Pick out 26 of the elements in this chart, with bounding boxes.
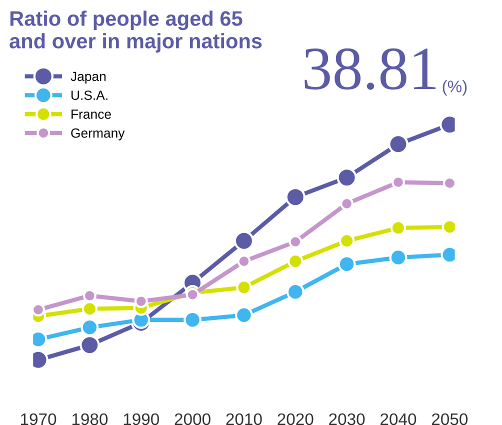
point	[237, 254, 251, 268]
text: 38.81	[304, 48, 436, 90]
x-tick-label: 1970	[21, 413, 56, 425]
point	[392, 176, 405, 189]
point	[186, 288, 200, 302]
legend-label: U.S.A.	[71, 90, 108, 100]
text: (%)	[442, 80, 467, 96]
x-tick-label: 1980	[72, 413, 108, 425]
point	[285, 187, 306, 208]
x-tick-label: 2030	[329, 413, 365, 425]
point	[390, 220, 406, 236]
legend-label: Germany	[71, 128, 125, 140]
legend-label: Japan	[70, 72, 106, 84]
x-tick-label: 2020	[278, 413, 314, 425]
point	[388, 134, 408, 154]
chart-title: Ratio of people aged 65 and over in major nations	[10, 10, 262, 53]
x-tick-label: 2000	[174, 413, 210, 425]
x-tick-label: 1990	[124, 413, 160, 425]
point	[33, 303, 46, 317]
x-tick-label: 2040	[380, 413, 416, 425]
point	[236, 280, 252, 296]
x-tick-label: 2050	[432, 413, 468, 425]
legend-label: France	[72, 110, 111, 119]
point	[234, 230, 254, 251]
x-tick-label: 2010	[226, 413, 262, 425]
point	[134, 294, 148, 308]
